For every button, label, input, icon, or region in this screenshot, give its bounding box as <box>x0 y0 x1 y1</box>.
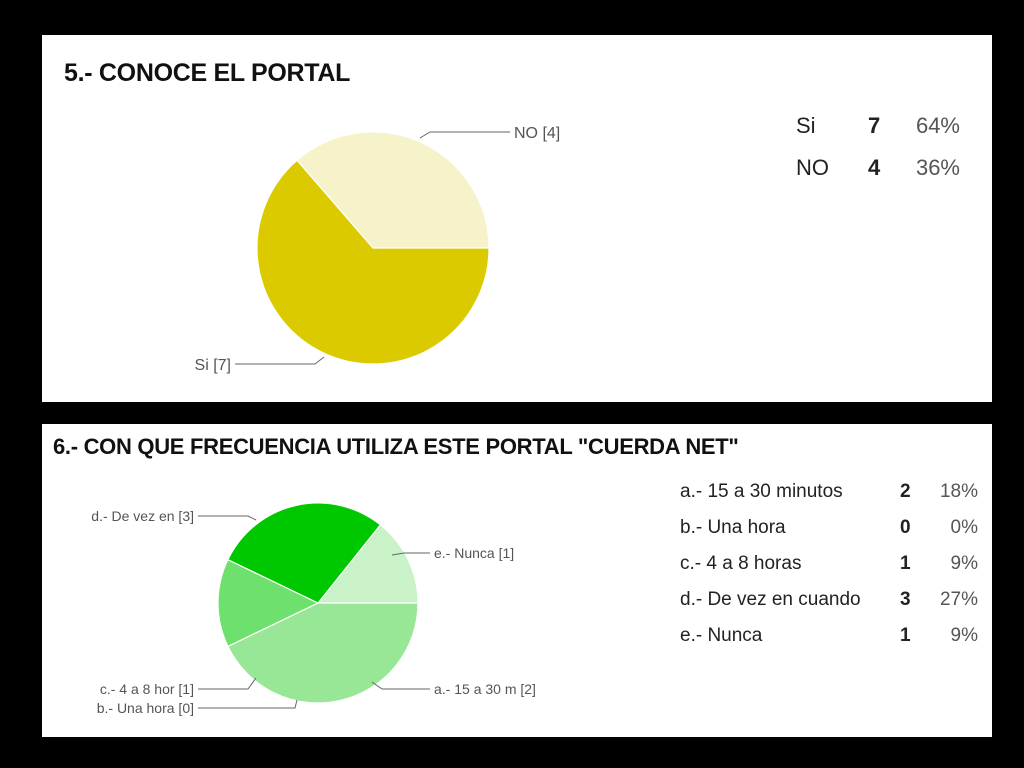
summary-table-frecuencia: a.- 15 a 30 minutos 2 18% b.- Una hora 0… <box>680 474 978 654</box>
pie-slice <box>227 502 382 604</box>
summary-count: 1 <box>900 553 911 574</box>
summary-label: NO <box>796 155 829 180</box>
leader-line <box>235 356 325 365</box>
summary-label: Si <box>796 113 816 138</box>
summary-row: d.- De vez en cuando 3 27% <box>680 582 978 618</box>
summary-row: Si 7 64% <box>796 105 960 147</box>
leader-line <box>198 515 257 521</box>
pie-chart-conoce-portal: NO [4] Si [7] <box>195 125 561 374</box>
slice-label: NO [4] <box>514 125 560 142</box>
summary-percent: 36% <box>915 155 960 180</box>
leader-line <box>198 677 257 690</box>
summary-label: e.- Nunca <box>680 625 763 646</box>
summary-table-conoce-portal: Si 7 64% NO 4 36% <box>796 105 960 189</box>
summary-count: 7 <box>868 113 881 138</box>
pie-slice <box>217 558 320 648</box>
summary-count: 0 <box>900 517 911 538</box>
pie-slice <box>296 131 490 249</box>
leader-line <box>198 699 298 709</box>
summary-row: b.- Una hora 0 0% <box>680 510 978 546</box>
slice-label: a.- 15 a 30 m [2] <box>434 681 536 697</box>
chart-title: 5.- CONOCE EL PORTAL <box>64 59 351 87</box>
leader-line <box>391 552 430 556</box>
summary-percent: 9% <box>950 625 978 646</box>
chart-panel-frecuencia: 6.- CON QUE FRECUENCIA UTILIZA ESTE PORT… <box>42 424 992 737</box>
summary-count: 2 <box>900 481 911 502</box>
summary-label: d.- De vez en cuando <box>680 589 861 610</box>
pie-slice <box>227 602 419 704</box>
summary-row: c.- 4 a 8 horas 1 9% <box>680 546 978 582</box>
summary-percent: 27% <box>939 589 978 610</box>
leader-line <box>371 681 430 690</box>
chart-panel-conoce-portal: 5.- CONOCE EL PORTAL NO [4] Si [7] Si 7 6… <box>42 35 992 402</box>
summary-row: NO 4 36% <box>796 147 960 189</box>
summary-label: c.- 4 a 8 horas <box>680 553 802 574</box>
chart-title: 6.- CON QUE FRECUENCIA UTILIZA ESTE PORT… <box>53 434 739 459</box>
summary-label: a.- 15 a 30 minutos <box>680 481 843 502</box>
pie-slice <box>256 159 490 365</box>
summary-row: e.- Nunca 1 9% <box>680 618 978 654</box>
slice-label: b.- Una hora [0] <box>97 700 194 716</box>
slice-label: c.- 4 a 8 hor [1] <box>100 681 194 697</box>
summary-label: b.- Una hora <box>680 517 786 538</box>
slice-label: d.- De vez en [3] <box>91 508 194 524</box>
summary-percent: 18% <box>939 481 978 502</box>
summary-row: a.- 15 a 30 minutos 2 18% <box>680 474 978 510</box>
summary-percent: 9% <box>950 553 978 574</box>
summary-count: 1 <box>900 625 911 646</box>
pie-chart-frecuencia: e.- Nunca [1] d.- De vez en [3] c.- 4 a 8 … <box>91 502 536 716</box>
pie-slice <box>316 523 419 604</box>
leader-line <box>419 131 510 139</box>
summary-count: 4 <box>868 155 881 180</box>
slice-label: e.- Nunca [1] <box>434 545 514 561</box>
slice-label: Si [7] <box>195 357 231 374</box>
summary-count: 3 <box>900 589 911 610</box>
summary-percent: 64% <box>915 113 960 138</box>
summary-percent: 0% <box>950 517 978 538</box>
